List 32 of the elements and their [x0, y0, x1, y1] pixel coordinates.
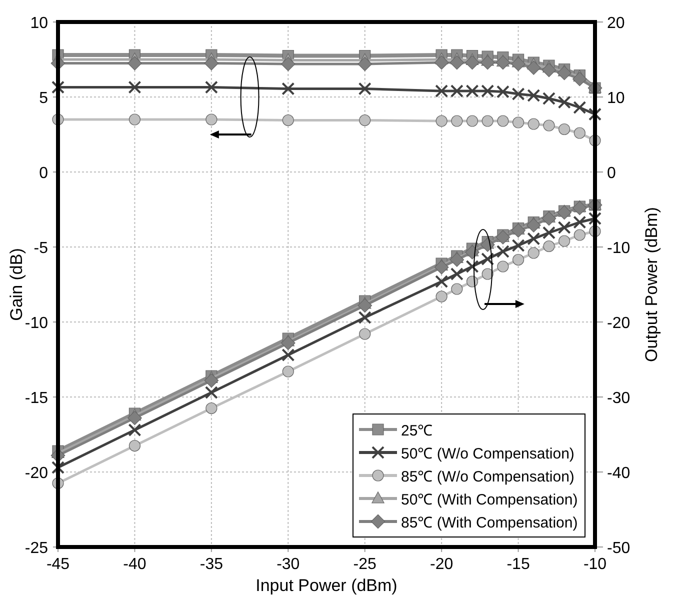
x-tick-label: -20	[430, 556, 454, 573]
legend-label: 50℃ (W/o Compensation)	[401, 446, 574, 462]
y2-tick-label: 20	[607, 15, 625, 32]
y-tick-label: 0	[39, 165, 48, 182]
legend-label: 85℃ (W/o Compensation)	[401, 468, 574, 486]
y-tick-label: 10	[30, 15, 48, 32]
y-tick-label: -15	[24, 390, 48, 407]
x-tick-label: -35	[200, 556, 224, 573]
y2-tick-label: -50	[607, 540, 630, 557]
y2-tick-label: -30	[607, 390, 630, 407]
x-axis-title: Input Power (dBm)	[256, 576, 398, 595]
x-tick-label: -10	[583, 556, 607, 573]
x-tick-label: -25	[353, 556, 377, 573]
y2-tick-label: -10	[607, 240, 630, 257]
legend-label: 25℃	[401, 422, 433, 440]
y-tick-label: 5	[39, 90, 48, 107]
x-tick-label: -15	[506, 556, 530, 573]
y2-tick-label: 10	[607, 90, 625, 107]
y-axis-title: Gain (dB)	[7, 248, 26, 321]
y2-tick-label: -40	[607, 465, 630, 482]
y-tick-label: -25	[24, 540, 48, 557]
y-tick-label: -5	[34, 240, 48, 257]
x-tick-label: -45	[46, 556, 70, 573]
y2-tick-label: 0	[607, 165, 616, 182]
y2-tick-label: -20	[607, 315, 630, 332]
y-tick-label: -10	[24, 315, 48, 332]
y-tick-label: -20	[24, 465, 48, 482]
x-tick-label: -40	[123, 556, 146, 573]
x-tick-label: -30	[276, 556, 300, 573]
y2-axis-title: Output Power (dBm)	[642, 207, 661, 362]
legend-label: 50℃ (With Compensation)	[401, 492, 578, 508]
legend-label: 85℃ (With Compensation)	[401, 514, 578, 532]
